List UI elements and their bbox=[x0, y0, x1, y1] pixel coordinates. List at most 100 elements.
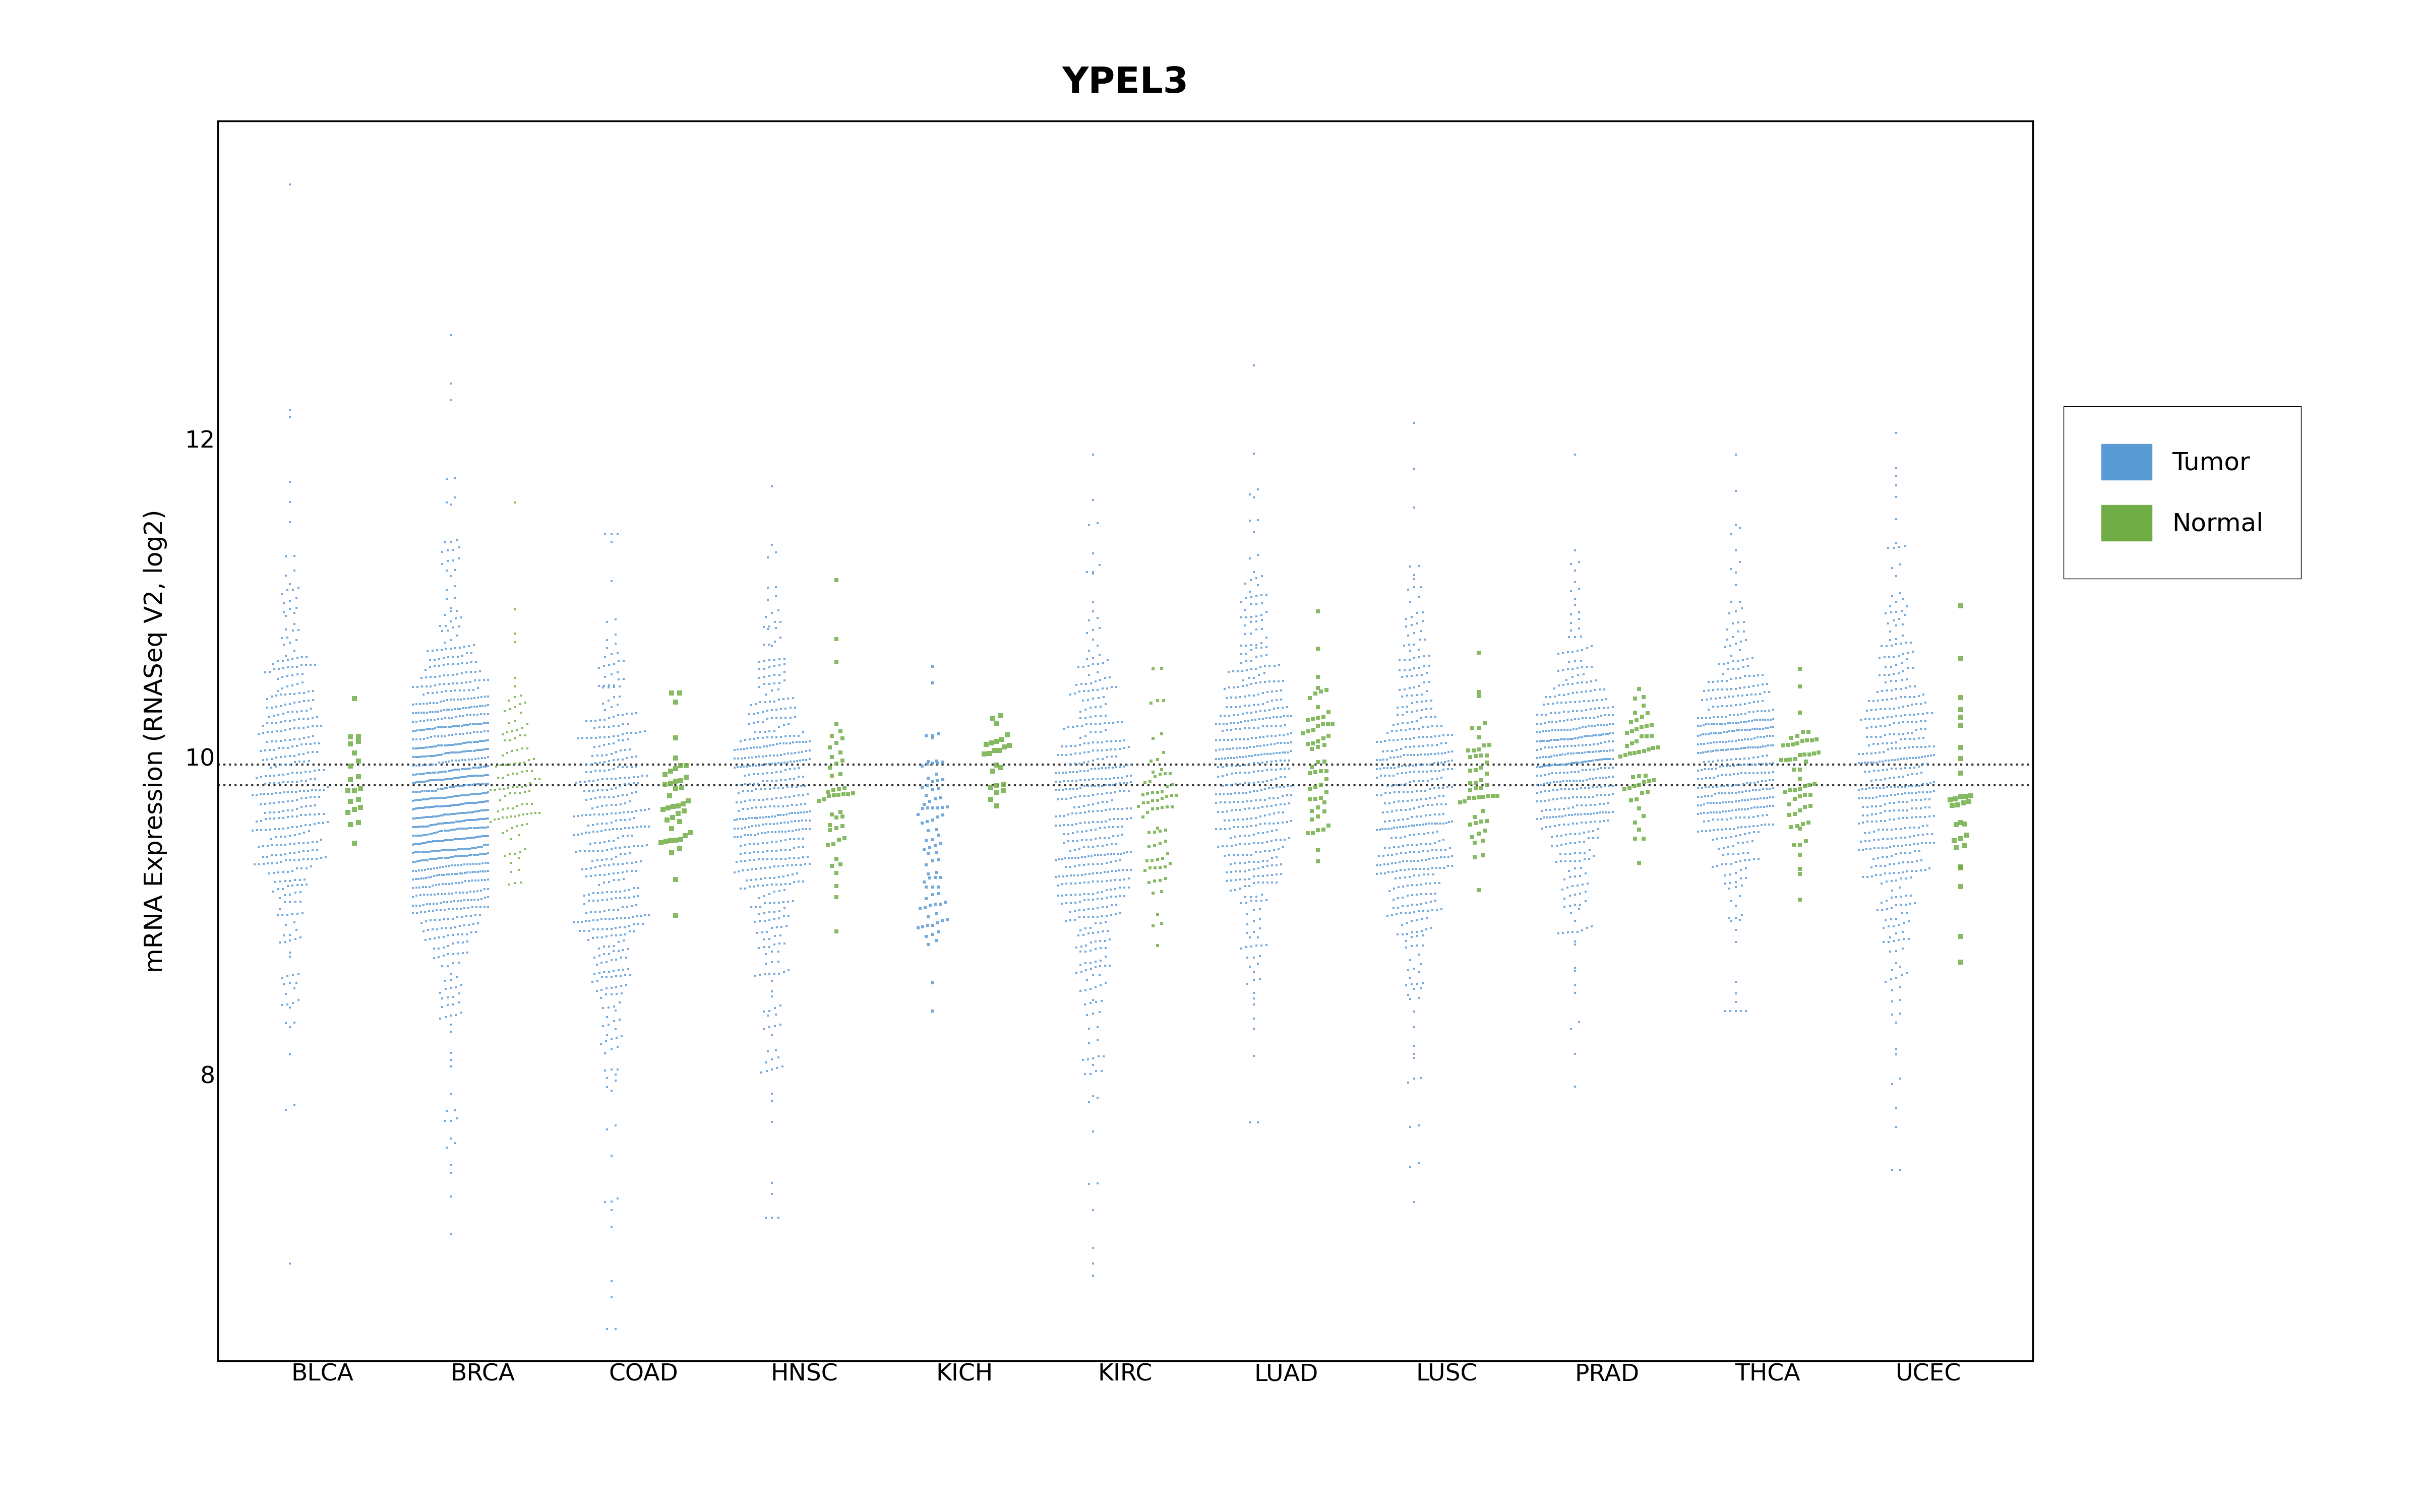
Point bbox=[438, 844, 477, 868]
Point bbox=[586, 733, 624, 758]
Point bbox=[1043, 742, 1082, 767]
Point bbox=[1849, 865, 1888, 889]
Point bbox=[1101, 885, 1140, 909]
Point bbox=[448, 791, 486, 815]
Point bbox=[1205, 782, 1244, 806]
Point bbox=[1861, 697, 1900, 721]
Point bbox=[610, 835, 649, 859]
Point bbox=[1941, 705, 1980, 729]
Point bbox=[1268, 730, 1307, 754]
Point bbox=[1309, 712, 1348, 736]
Point bbox=[581, 750, 620, 774]
Point bbox=[1716, 667, 1754, 691]
Point bbox=[726, 848, 765, 872]
Point bbox=[1699, 854, 1738, 878]
Point bbox=[1249, 714, 1287, 738]
Point bbox=[1856, 836, 1895, 860]
Point bbox=[252, 756, 290, 780]
Point bbox=[411, 813, 450, 838]
Point bbox=[1087, 745, 1125, 770]
Point bbox=[293, 838, 332, 862]
Point bbox=[593, 924, 632, 948]
Point bbox=[1592, 712, 1631, 736]
Point bbox=[1058, 812, 1096, 836]
Point bbox=[1058, 673, 1096, 697]
Point bbox=[460, 835, 499, 859]
Point bbox=[760, 820, 799, 844]
Point bbox=[1554, 699, 1592, 723]
Point bbox=[714, 738, 753, 762]
Point bbox=[1851, 794, 1890, 818]
Point bbox=[1067, 959, 1106, 983]
Point bbox=[1258, 845, 1297, 869]
Point bbox=[1522, 764, 1561, 788]
Point bbox=[610, 957, 649, 981]
Point bbox=[1549, 718, 1588, 742]
Point bbox=[276, 868, 315, 892]
Point bbox=[1062, 768, 1101, 792]
Point bbox=[1428, 810, 1467, 835]
Point bbox=[588, 779, 627, 803]
Point bbox=[1517, 764, 1556, 788]
Point bbox=[605, 816, 644, 841]
Point bbox=[1878, 951, 1917, 975]
Point bbox=[1694, 854, 1733, 878]
Point bbox=[1394, 813, 1433, 838]
Point bbox=[457, 824, 496, 848]
Point bbox=[912, 751, 951, 776]
Point bbox=[394, 885, 433, 909]
Point bbox=[1300, 665, 1338, 689]
Point bbox=[1568, 739, 1607, 764]
Point bbox=[1542, 761, 1580, 785]
Point bbox=[714, 747, 753, 771]
Point bbox=[1232, 934, 1270, 959]
Point bbox=[1416, 724, 1454, 748]
Point bbox=[1060, 883, 1099, 907]
Point bbox=[1060, 836, 1099, 860]
Point bbox=[1428, 723, 1467, 747]
Point bbox=[460, 842, 499, 866]
Point bbox=[607, 895, 646, 919]
Point bbox=[779, 818, 818, 842]
Point bbox=[1413, 838, 1452, 862]
Point bbox=[397, 841, 436, 865]
Point bbox=[586, 653, 624, 677]
Point bbox=[595, 939, 634, 963]
Point bbox=[1454, 738, 1493, 762]
Point bbox=[433, 801, 472, 826]
Point bbox=[600, 767, 639, 791]
Point bbox=[1423, 765, 1462, 789]
Point bbox=[424, 646, 462, 670]
Point bbox=[1462, 809, 1500, 833]
Point bbox=[1387, 761, 1425, 785]
Point bbox=[266, 869, 305, 894]
Point bbox=[1091, 868, 1130, 892]
Point bbox=[1416, 832, 1454, 856]
Point bbox=[1542, 777, 1580, 801]
Point bbox=[1634, 724, 1672, 748]
Point bbox=[1079, 904, 1118, 928]
Point bbox=[443, 880, 482, 904]
Point bbox=[1517, 720, 1556, 744]
Point bbox=[1077, 937, 1116, 962]
Point bbox=[767, 838, 806, 862]
Point bbox=[1561, 576, 1600, 600]
Point bbox=[440, 801, 479, 826]
Point bbox=[620, 835, 658, 859]
Point bbox=[1234, 559, 1273, 584]
Point bbox=[774, 730, 813, 754]
Point bbox=[1375, 791, 1413, 815]
Point bbox=[1222, 634, 1261, 658]
Point bbox=[1232, 806, 1270, 830]
Point bbox=[462, 720, 501, 744]
Point bbox=[1266, 748, 1304, 773]
Point bbox=[1892, 859, 1931, 883]
Point bbox=[1375, 745, 1413, 770]
Point bbox=[1713, 798, 1752, 823]
Point bbox=[1379, 850, 1418, 874]
Point bbox=[1890, 685, 1929, 709]
Point bbox=[252, 764, 290, 788]
Point bbox=[1384, 711, 1423, 735]
Point bbox=[1873, 535, 1912, 559]
Point bbox=[469, 789, 508, 813]
